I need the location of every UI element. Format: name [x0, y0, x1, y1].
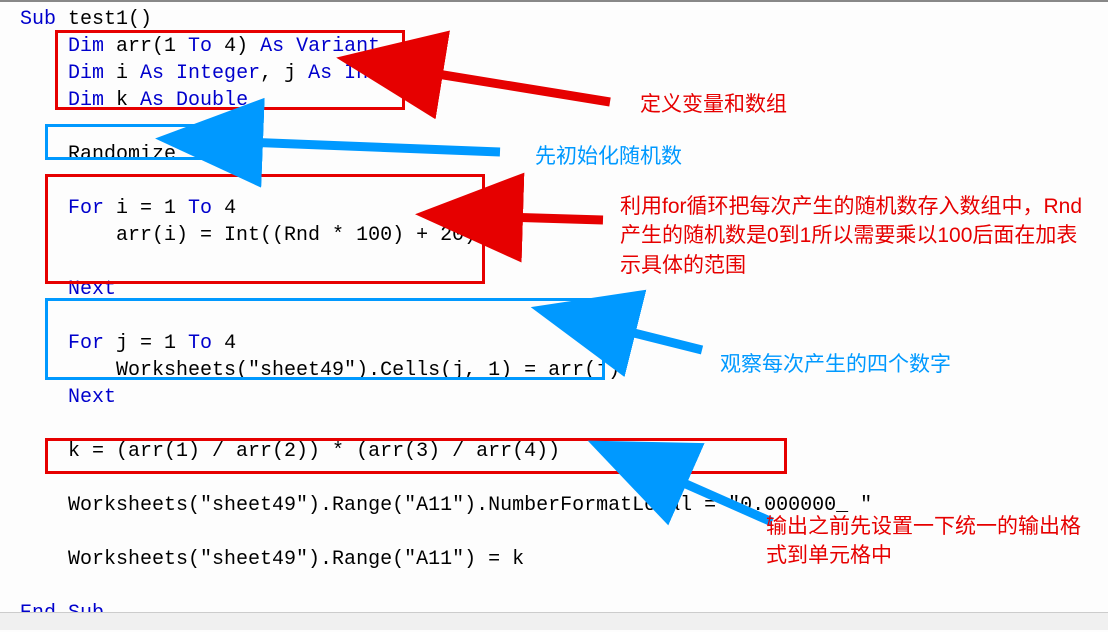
annotation-3: 利用for循环把每次产生的随机数存入数组中，Rnd产生的随机数是0到1所以需要乘…: [620, 192, 1090, 280]
annotation-4: 观察每次产生的四个数字: [720, 350, 951, 379]
annotation-1: 定义变量和数组: [640, 90, 787, 119]
annotation-2: 先初始化随机数: [535, 142, 682, 171]
bottom-bar: [0, 612, 1108, 630]
annotation-5: 输出之前先设置一下统一的输出格式到单元格中: [766, 512, 1086, 571]
